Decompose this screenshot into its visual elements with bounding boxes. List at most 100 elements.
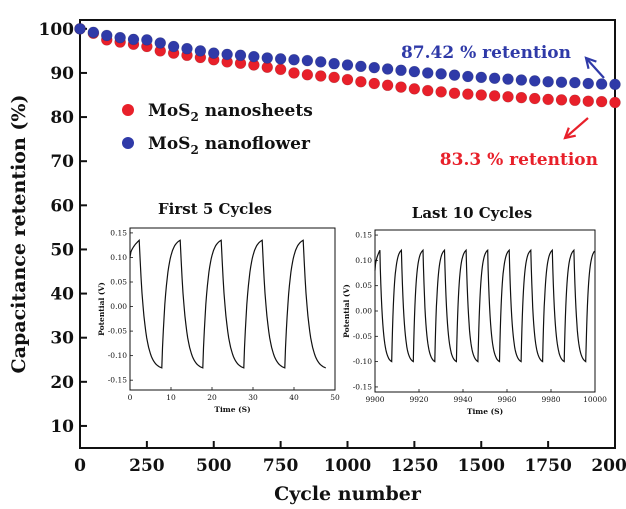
y-axis-title: Capacitance retention (%) (8, 95, 30, 374)
data-point (488, 90, 501, 102)
x-tick-label: 1250 (391, 456, 438, 476)
data-point (421, 67, 434, 79)
inset-y-tick-label: -0.10 (108, 351, 127, 360)
arrow-head (584, 56, 597, 69)
inset-gcd-curve (374, 248, 596, 363)
arrow-nanosheets (563, 117, 589, 140)
y-tick-label: 90 (50, 64, 74, 84)
inset-x-tick-label: 50 (330, 393, 340, 402)
x-tick-label: 1750 (524, 456, 571, 476)
data-point (488, 72, 501, 85)
data-point (515, 74, 528, 86)
data-point (569, 76, 581, 89)
inset-x-axis-title: Time (S) (467, 407, 503, 416)
data-point (595, 95, 608, 108)
data-point (301, 68, 314, 81)
data-point (542, 75, 554, 88)
data-point (555, 94, 568, 106)
inset-y-tick-label: 0.00 (355, 307, 372, 316)
arrow-nanoflower (584, 56, 605, 79)
data-point (314, 70, 327, 82)
inset-y-tick-label: 0.10 (355, 256, 372, 265)
data-point (328, 57, 340, 70)
inset-2: Last 10 Cycles 9900 9920 9940 9960 9980 10000 -… (342, 204, 607, 416)
data-point (355, 75, 367, 88)
inset-frame (374, 229, 596, 393)
x-tick-label: 250 (129, 456, 165, 476)
inset-y-axis-title: Potential (V) (97, 282, 106, 336)
inset-x-tick-label: 30 (248, 393, 258, 402)
inset-title: Last 10 Cycles (412, 204, 532, 222)
arrow-shaft (585, 57, 605, 79)
y-tick-label: 100 (39, 20, 75, 40)
inset-x-tick-label: 10000 (583, 395, 607, 404)
arrow-shaft (564, 117, 589, 139)
data-point (221, 48, 233, 61)
inset-x-tick-label: 40 (289, 393, 299, 402)
annotations: 87.42 % retention 83.3 % retention (401, 43, 605, 170)
x-tick-label: 750 (263, 456, 299, 476)
data-point (274, 63, 287, 76)
data-point (301, 54, 314, 67)
data-point (408, 83, 421, 95)
data-point (595, 78, 608, 90)
main-plot: 0250500750100012501500175020001020304050… (39, 19, 626, 476)
data-point (248, 50, 260, 63)
data-point (261, 52, 274, 64)
data-point (288, 67, 300, 79)
data-point (502, 73, 514, 85)
inset-y-tick-label: 0.05 (110, 278, 127, 287)
data-point (462, 88, 474, 100)
inset-x-tick-label: 10 (166, 393, 176, 402)
data-point (569, 94, 581, 107)
y-tick-label: 20 (50, 373, 74, 393)
data-point (582, 95, 595, 107)
data-point (395, 64, 407, 77)
data-point (395, 81, 407, 93)
inset-y-tick-label: -0.15 (108, 376, 127, 385)
data-point (448, 69, 461, 81)
data-point (609, 78, 621, 91)
data-point (328, 71, 340, 84)
data-point (100, 29, 113, 42)
data-point (87, 26, 100, 39)
data-point (368, 61, 381, 74)
inset-y-tick-label: 0.10 (110, 253, 127, 262)
data-point (181, 42, 193, 55)
inset-y-tick-label: -0.05 (353, 332, 372, 341)
data-point (542, 93, 554, 106)
inset-x-axis-title: Time (S) (214, 405, 250, 414)
inset-x-tick-label: 9940 (453, 395, 472, 404)
annotation-nanosheets: 83.3 % retention (440, 150, 598, 170)
data-point (555, 76, 568, 89)
legend-marker (122, 104, 134, 116)
y-tick-label: 50 (50, 240, 74, 260)
data-point (314, 56, 327, 68)
legend-label: MoS2 nanoflower (148, 134, 311, 157)
data-point (127, 33, 140, 46)
inset-y-tick-label: -0.15 (353, 382, 372, 391)
inset-y-tick-label: -0.10 (353, 357, 372, 366)
series-nanosheets (74, 23, 621, 109)
data-point (475, 89, 488, 101)
legend: MoS2 nanosheets MoS2 nanoflower (122, 101, 313, 157)
data-point (288, 53, 300, 66)
inset-y-axis-title: Potential (V) (342, 284, 351, 338)
data-point (167, 40, 180, 53)
data-point (74, 23, 86, 35)
data-point (381, 63, 394, 75)
data-point (435, 86, 447, 98)
annotation-nanoflower: 87.42 % retention (401, 43, 571, 63)
x-tick-label: 2000 (591, 456, 626, 476)
inset-x-tick-label: 20 (207, 393, 217, 402)
data-point (368, 77, 381, 90)
data-point (274, 53, 287, 65)
legend-marker (122, 137, 134, 149)
x-tick-label: 1500 (458, 456, 505, 476)
data-point (609, 96, 621, 109)
insets: First 5 Cycles 0 10 20 30 40 50 -0.15 -0.10 -0.05… (97, 200, 607, 416)
data-point (114, 31, 126, 44)
data-point (421, 84, 434, 97)
inset-y-tick-label: 0.05 (355, 281, 372, 290)
data-point (582, 77, 595, 90)
